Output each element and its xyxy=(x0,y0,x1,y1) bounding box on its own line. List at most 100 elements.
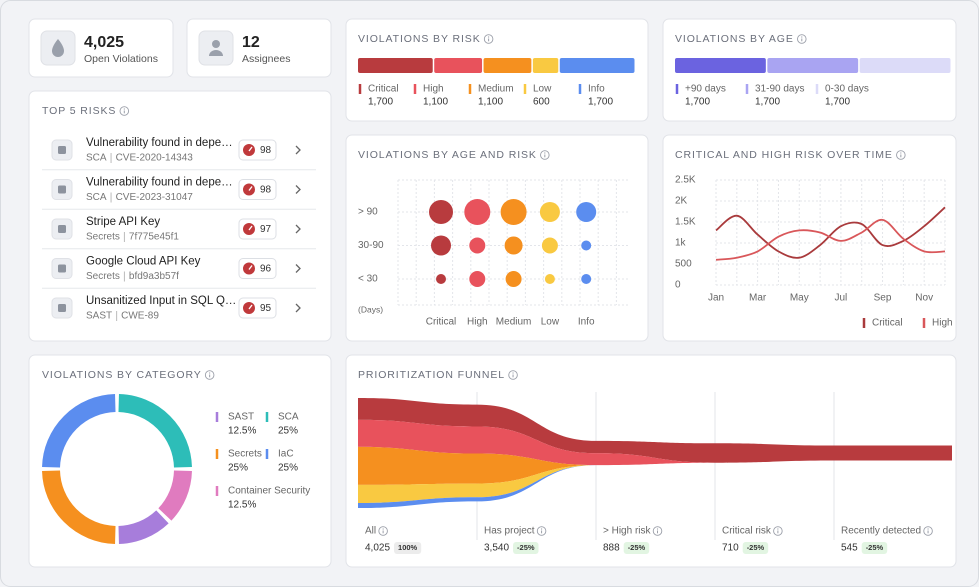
legend-label: Info xyxy=(588,84,605,95)
stat-icon xyxy=(52,39,64,57)
donut-segment xyxy=(118,510,169,544)
line-series xyxy=(715,218,946,261)
x-tick-label: Nov xyxy=(915,293,933,304)
stage-label: Recently detected xyxy=(841,526,921,537)
stat-label: Assignees xyxy=(242,53,290,65)
badge-bg xyxy=(861,542,888,554)
info-icon xyxy=(123,108,125,110)
card-title: CRITICAL AND HIGH RISK OVER TIME xyxy=(675,149,893,161)
legend-label: IaC xyxy=(278,449,294,460)
risk-id: 7f775e45f1 xyxy=(129,232,179,243)
bar-segment xyxy=(358,58,433,73)
info-icon xyxy=(656,528,659,530)
badge: -25% xyxy=(517,543,535,552)
info-icon xyxy=(382,528,384,530)
x-tick-label: Medium xyxy=(496,317,532,328)
badge-bg xyxy=(623,542,650,554)
bar-segment xyxy=(559,58,635,73)
score-icon xyxy=(248,265,253,270)
x-tick-label: Sep xyxy=(874,293,892,304)
y-tick-label: 0 xyxy=(675,280,681,291)
legend-label: Low xyxy=(533,84,552,95)
risk-title: Stripe API Key xyxy=(86,216,160,228)
risk-id: bfd9a3b57f xyxy=(129,271,179,282)
score-icon xyxy=(248,146,253,152)
bubble xyxy=(464,199,491,225)
chevron[interactable] xyxy=(295,185,301,194)
funnel-band xyxy=(358,398,952,463)
value-label: 1,700 xyxy=(588,97,613,108)
stage-value: 888 xyxy=(603,543,620,554)
stat-icon xyxy=(209,50,223,56)
chevron[interactable] xyxy=(295,303,301,313)
stat-value: 12 xyxy=(242,34,260,51)
legend-label: SAST xyxy=(228,412,254,423)
legend-label: 0-30 days xyxy=(825,84,869,95)
stat-label: Open Violations xyxy=(84,53,158,65)
y-tick-label: 1.5K xyxy=(675,217,696,228)
risk-title: Google Cloud API Key xyxy=(86,256,201,268)
value-label: 12.5% xyxy=(228,500,256,511)
stat-value: 4,025 xyxy=(84,34,124,51)
risk-type: SCA xyxy=(86,153,107,164)
bar-segment xyxy=(675,58,766,73)
info-icon xyxy=(540,528,543,530)
legend-label: 31-90 days xyxy=(755,84,804,95)
legend-label: Container Security xyxy=(228,486,310,497)
card-title: PRIORITIZATION FUNNEL xyxy=(358,369,505,381)
chart-card xyxy=(345,134,649,342)
bubble xyxy=(505,271,522,287)
score-icon xyxy=(248,225,253,231)
risk-icon xyxy=(58,185,66,194)
donut-segment xyxy=(118,394,192,468)
badge: 100% xyxy=(398,543,418,552)
legend-label: Medium xyxy=(478,84,514,95)
bar-segment xyxy=(767,58,859,73)
info-icon xyxy=(773,526,783,536)
risk-title: Vulnerability found in depe… xyxy=(86,137,233,149)
value-label: 25% xyxy=(278,426,298,437)
y-tick-label: 500 xyxy=(675,259,692,270)
value-label: 25% xyxy=(278,463,298,474)
risk-score: 98 xyxy=(260,185,272,196)
bubble xyxy=(581,240,592,251)
badge-bg xyxy=(742,542,769,554)
card-title: VIOLATIONS BY AGE xyxy=(675,33,794,45)
x-tick-label: Critical xyxy=(426,317,457,328)
chevron[interactable] xyxy=(295,145,301,155)
risk-icon xyxy=(58,264,66,273)
value-label: 600 xyxy=(533,97,550,108)
value-label: 1,700 xyxy=(368,97,393,108)
value-label: 25% xyxy=(228,463,248,474)
info-icon xyxy=(508,370,518,380)
legend-label: Secrets xyxy=(228,449,262,460)
badge-bg xyxy=(394,542,422,554)
info-icon xyxy=(927,528,929,530)
risk-icon xyxy=(58,225,66,233)
info-icon xyxy=(488,36,490,38)
legend-label: High xyxy=(932,318,953,329)
bubble xyxy=(469,237,486,254)
value-label: 1,700 xyxy=(685,97,710,108)
risk-type: Secrets xyxy=(86,232,120,243)
y-tick-label: 30-90 xyxy=(358,240,384,251)
bubble xyxy=(541,237,558,254)
stage-label: Critical risk xyxy=(722,526,772,537)
bubble xyxy=(576,202,597,222)
info-icon xyxy=(896,150,906,160)
bubble xyxy=(581,274,592,284)
funnel-band xyxy=(358,460,952,508)
value-label: 1,100 xyxy=(423,97,448,108)
info-icon xyxy=(512,372,514,374)
info-icon xyxy=(209,372,211,374)
stage-label: Has project xyxy=(484,526,535,537)
risk-id: CWE-89 xyxy=(121,311,159,322)
bar-segment xyxy=(859,58,951,73)
bubble xyxy=(539,202,560,222)
chevron[interactable] xyxy=(295,224,301,234)
chevron[interactable] xyxy=(295,264,301,273)
funnel-band xyxy=(358,419,952,466)
badge: -25% xyxy=(628,543,646,552)
info-icon xyxy=(777,528,779,530)
